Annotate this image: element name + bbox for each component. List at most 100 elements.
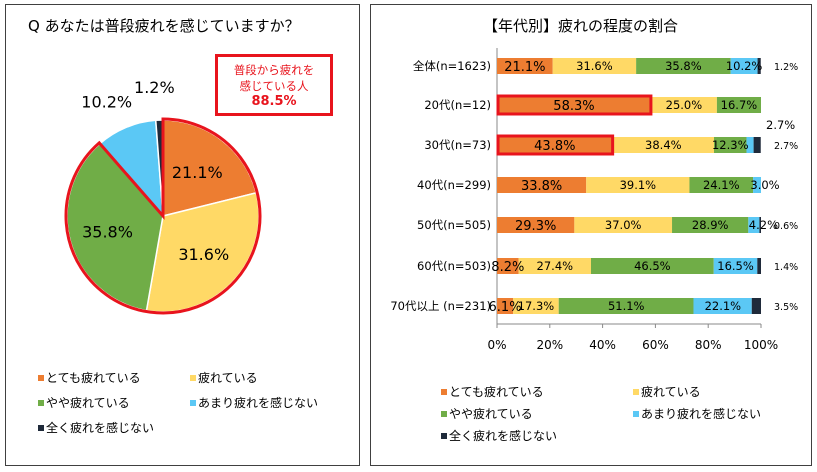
bar-value-label: 24.1% (703, 178, 740, 192)
bar-value-label-outside: 3.5% (774, 302, 798, 313)
bar-legend-item: やや疲れている (441, 405, 533, 422)
bar-legend-item: 疲れている (633, 383, 701, 400)
bar-category-label: 全体(n=1623) (413, 59, 491, 73)
bar-segment (558, 298, 694, 314)
bar-value-label: 22.1% (705, 299, 742, 313)
pie-chart-title: Q あなたは普段疲れを感じていますか？ (28, 17, 300, 35)
bar-value-label: 37.0% (605, 218, 642, 232)
bar-value-label-outside: 1.2% (774, 62, 798, 73)
bar-legend-item: とても疲れている (441, 383, 544, 400)
pie-label-0: 21.1% (172, 163, 223, 182)
bar-segment (759, 217, 761, 233)
bar-segment (650, 97, 717, 113)
bar-segment (552, 58, 637, 74)
bar-value-label: 28.9% (692, 218, 729, 232)
bar-highlight-outline (496, 94, 653, 116)
bar-value-label: 4.2% (749, 218, 778, 232)
legend-swatch (38, 424, 44, 431)
legend-swatch (633, 410, 639, 417)
bar-value-label: 35.8% (665, 59, 702, 73)
bar-chart-title: 【年代別】疲れの程度の割合 (483, 17, 679, 35)
bar-x-tick-label: 20% (536, 338, 563, 352)
bar-value-label: 17.3% (518, 299, 555, 313)
legend-label: やや疲れている (46, 396, 130, 410)
bar-segment (730, 58, 758, 74)
pie-legend-item: あまり疲れを感じない (190, 394, 318, 411)
pie-label-2: 35.8% (82, 222, 133, 241)
bar-x-tick-label: 40% (589, 338, 616, 352)
pie-legend-item: やや疲れている (38, 394, 130, 411)
bar-value-label: 3.0% (750, 178, 779, 192)
legend-label: とても疲れている (46, 371, 141, 385)
legend-label: やや疲れている (449, 407, 533, 421)
pie-highlight-outline (64, 117, 262, 315)
legend-label: あまり疲れを感じない (641, 407, 762, 421)
bar-segment (753, 137, 761, 153)
legend-label: 疲れている (641, 385, 701, 399)
bar-value-label: 25.0% (666, 98, 703, 112)
pie-legend-item: とても疲れている (38, 369, 141, 386)
bar-segment (753, 177, 761, 193)
bar-x-tick-label: 0% (487, 338, 506, 352)
bar-value-label: 12.3% (712, 138, 749, 152)
legend-label: 全く疲れを感じない (46, 421, 155, 435)
bar-segment (714, 137, 747, 153)
bar-category-label: 40代(n=299) (417, 178, 491, 192)
bar-segment (751, 298, 761, 314)
bar-value-label: 16.5% (717, 259, 754, 273)
bar-category-label: 70代以上 (n=231) (390, 299, 491, 313)
legend-swatch (633, 388, 639, 395)
bar-segment (497, 177, 587, 193)
bar-segment (746, 137, 754, 153)
bar-segment (716, 97, 761, 113)
bar-segment (497, 58, 553, 74)
bar-segment (497, 97, 651, 113)
bar-segment (518, 258, 591, 274)
legend-label: 疲れている (198, 371, 258, 385)
bar-x-tick-label: 60% (642, 338, 669, 352)
pie-label-3: 10.2% (81, 92, 132, 111)
bar-value-label: 39.1% (620, 178, 657, 192)
bar-segment (513, 298, 559, 314)
callout-line2: 感じている人 (239, 79, 309, 93)
bar-value-label: 38.4% (645, 138, 682, 152)
bar-value-label: 46.5% (634, 259, 671, 273)
pie-legend-item: 全く疲れを感じない (38, 419, 154, 436)
bar-value-label: 6.1% (489, 300, 522, 315)
bar-highlight-outline (496, 134, 615, 156)
callout-line1: 普段から疲れを (233, 63, 315, 77)
bar-segment (497, 298, 514, 314)
bar-value-label: 29.3% (515, 219, 556, 234)
bar-segment (672, 217, 749, 233)
bar-value-label-outside: 2.7% (766, 118, 795, 132)
legend-swatch (38, 374, 44, 381)
bar-segment (586, 177, 690, 193)
callout-value: 88.5% (251, 94, 297, 109)
bar-value-label-outside: 1.4% (774, 262, 798, 273)
legend-swatch (190, 374, 196, 381)
bar-category-label: 20代(n=12) (424, 98, 491, 112)
bar-value-label-outside: 0.6% (774, 221, 798, 232)
bar-value-label: 21.1% (504, 60, 545, 75)
bar-segment (497, 137, 613, 153)
bar-value-label: 8.2% (491, 260, 524, 275)
bar-segment (497, 258, 519, 274)
bar-category-label: 60代(n=503) (417, 259, 491, 273)
legend-label: とても疲れている (449, 385, 544, 399)
bar-x-tick-label: 100% (744, 338, 778, 352)
bar-x-tick-label: 80% (695, 338, 722, 352)
bar-segment (497, 217, 575, 233)
bar-legend-item: あまり疲れを感じない (633, 405, 761, 422)
legend-swatch (38, 399, 44, 406)
bar-segment (757, 58, 761, 74)
bar-value-label-outside: 2.7% (774, 141, 798, 152)
bar-legend-item: 全く疲れを感じない (441, 427, 557, 444)
pie-label-1: 31.6% (178, 245, 229, 264)
bar-value-label: 10.2% (726, 59, 763, 73)
bar-value-label: 43.8% (534, 139, 575, 154)
bar-value-label: 51.1% (608, 299, 645, 313)
legend-label: あまり疲れを感じない (198, 396, 319, 410)
legend-swatch (441, 410, 447, 417)
bar-segment (689, 177, 754, 193)
